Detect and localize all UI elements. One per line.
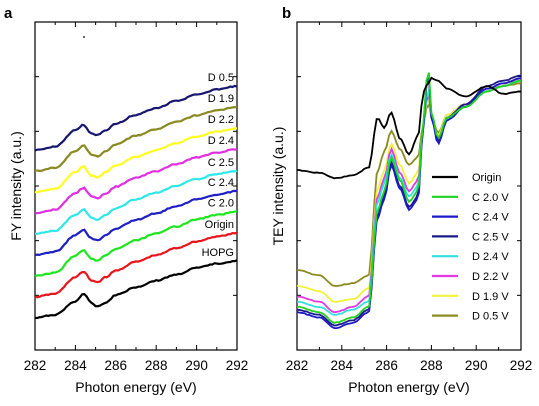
panel-b-series-line: [296, 76, 522, 180]
panel-a-letter: a: [4, 5, 13, 22]
panel-a-chart: 282 284 286 288 290 292 Photon energy (eV) FY i…: [8, 21, 249, 395]
panel-b-legend-label: C 2.4 V: [472, 212, 509, 224]
panel-a-x-tick-label: 292: [226, 358, 249, 373]
panel-a-series-label: Origin: [205, 219, 234, 231]
panel-b-chart: 282 284 286 288 290 292 Photon energy (eV) TEY …: [270, 21, 533, 395]
panel-a-series-line: [34, 231, 238, 299]
panel-a-plot-frame: [34, 21, 238, 351]
panel-a-x-tick-label: 288: [145, 358, 168, 373]
panel-b-letter: b: [282, 5, 291, 22]
panel-a-x-tick-label: 282: [24, 358, 47, 373]
panel-a-series-line: [34, 148, 238, 215]
panel-b-x-tick-label: 292: [510, 358, 533, 373]
panel-a-series-label: C 2.4: [208, 177, 234, 189]
panel-a-series-line: [34, 84, 238, 152]
panel-a-series-label: C 2.0: [208, 198, 234, 210]
panel-a-series-line: [34, 210, 238, 278]
panel-a-series-label: D 2.2: [208, 114, 234, 126]
panel-a-series-label: HOPG: [202, 247, 234, 259]
panel-b-y-axis-title: TEY intensity (a.u.): [270, 127, 286, 246]
panel-a-y-axis-title: FY intensity (a.u.): [8, 131, 24, 240]
panel-b-legend-label: D 2.4 V: [472, 251, 509, 263]
panel-a-series-label: D 0.5: [208, 72, 234, 84]
panel-a-speck: [83, 36, 85, 38]
panel-b-x-tick-label: 284: [331, 358, 354, 373]
panel-a-series-line: [34, 127, 238, 194]
panel-a-series-label: D 2.4: [208, 135, 234, 147]
panel-b-legend-label: C 2.0 V: [472, 192, 509, 204]
panel-a-series-line: [34, 169, 238, 235]
panel-b-series-line: [296, 75, 522, 330]
panel-b-x-axis-title: Photon energy (eV): [348, 379, 469, 395]
panel-b-legend-label: D 0.5 V: [472, 311, 509, 323]
panel-b-x-tick-label: 290: [465, 358, 488, 373]
panel-a-series-label: D 1.9: [208, 93, 234, 105]
panel-a-series-line: [34, 189, 238, 257]
panel-a-series-line: [34, 106, 238, 173]
panel-a-x-axis-title: Photon energy (eV): [75, 379, 196, 395]
panel-b-x-tick-label: 282: [286, 358, 309, 373]
panel-a-x-tick-label: 284: [64, 358, 87, 373]
panel-b-x-tick-label: 288: [420, 358, 443, 373]
panel-a-series-label: C 2.5: [208, 157, 234, 169]
panel-a-x-tick-label: 286: [105, 358, 128, 373]
panel-b-legend-label: D 1.9 V: [472, 291, 509, 303]
panel-b-series-line: [296, 72, 522, 324]
panel-b-legend-label: Origin: [472, 172, 501, 184]
panel-b-x-tick-label: 286: [375, 358, 398, 373]
panel-a-x-tick-label: 290: [185, 358, 208, 373]
panel-b-legend-label: C 2.5 V: [472, 231, 509, 243]
panel-a-series-line: [34, 259, 238, 320]
panel-b-legend-label: D 2.2 V: [472, 271, 509, 283]
